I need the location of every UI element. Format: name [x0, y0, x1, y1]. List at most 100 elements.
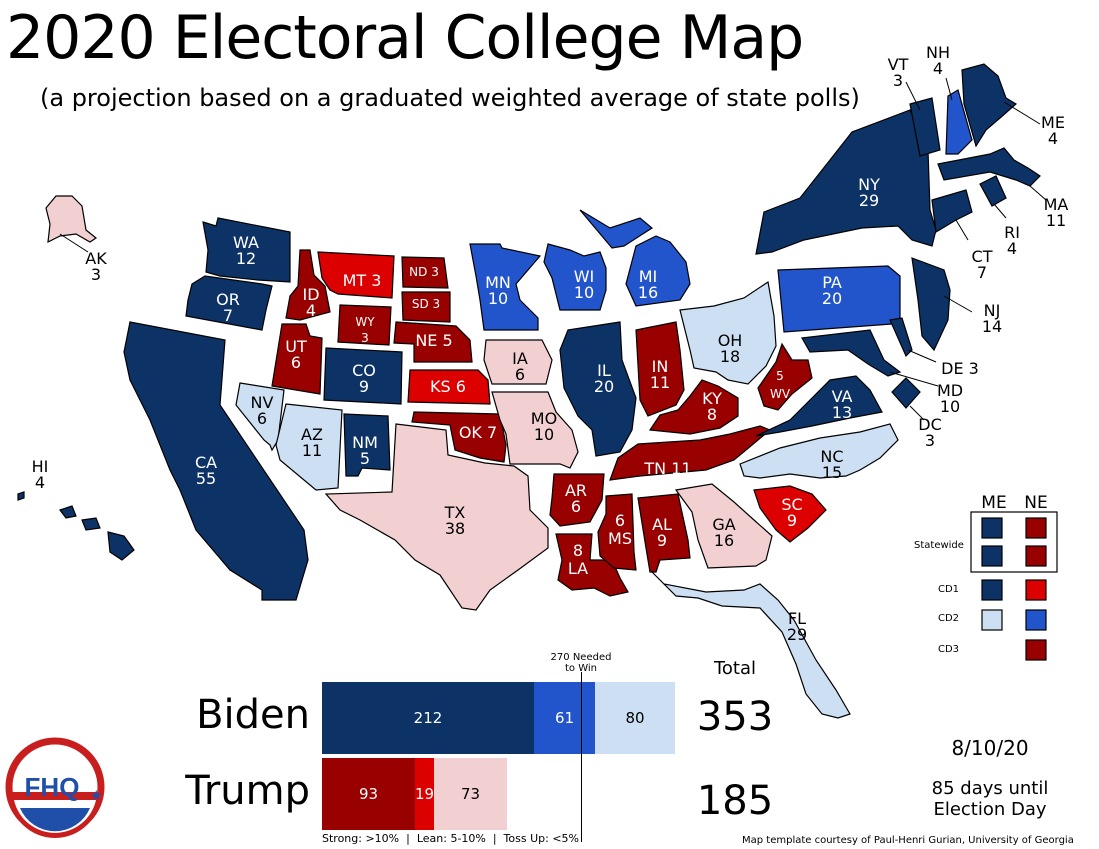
- label-or-abbr: OR: [216, 290, 240, 309]
- label-ga-ev: 16: [714, 531, 734, 550]
- state-nj[interactable]: [911, 257, 951, 352]
- state-al[interactable]: [637, 493, 691, 573]
- label-ar-abbr: AR: [565, 481, 587, 500]
- state-dc[interactable]: [891, 377, 921, 409]
- label-nd: ND 3: [409, 265, 439, 279]
- trump-name: Trump: [185, 768, 310, 814]
- state-ut[interactable]: [271, 323, 323, 395]
- state-vt[interactable]: [909, 97, 941, 157]
- state-ky[interactable]: [648, 379, 739, 435]
- label-mo-abbr: MO: [531, 409, 557, 428]
- state-sc[interactable]: [753, 485, 827, 543]
- state-ne[interactable]: [393, 321, 473, 363]
- needed-line: [580, 672, 582, 842]
- state-ma[interactable]: [937, 147, 1041, 187]
- state-ia[interactable]: [483, 339, 553, 385]
- state-mt[interactable]: [317, 251, 395, 299]
- label-nh-ev: 4: [933, 59, 943, 78]
- state-tx[interactable]: [324, 423, 549, 611]
- label-tn: TN 11: [643, 459, 691, 478]
- state-ar[interactable]: [549, 473, 605, 527]
- state-ks[interactable]: [407, 369, 491, 405]
- credit: Map template courtesy of Paul-Henri Guri…: [742, 835, 1074, 846]
- state-de[interactable]: [889, 317, 913, 358]
- label-ca-ev: 55: [196, 469, 216, 488]
- biden-strong-segment: 212: [322, 682, 534, 754]
- svg-text:ME: ME: [981, 493, 1006, 513]
- state-nh[interactable]: [945, 89, 973, 155]
- strength-key: Strong: >10% | Lean: 5-10% | Toss Up: <5…: [322, 832, 579, 845]
- label-al-ev: 9: [657, 531, 667, 550]
- state-wv[interactable]: [757, 342, 813, 411]
- label-pa-abbr: PA: [822, 273, 842, 292]
- label-ma-ev: 11: [1046, 211, 1066, 230]
- label-sd: SD 3: [412, 297, 440, 311]
- state-il[interactable]: [559, 321, 637, 457]
- label-ca-abbr: CA: [195, 453, 217, 472]
- state-ny[interactable]: [755, 109, 937, 255]
- state-ri[interactable]: [979, 175, 1007, 207]
- state-or[interactable]: [185, 275, 273, 331]
- label-fl-ev: 29: [787, 625, 807, 644]
- biden-tossup-segment: 80: [595, 682, 675, 754]
- state-oh[interactable]: [679, 280, 777, 385]
- state-id[interactable]: [285, 249, 331, 321]
- state-tn[interactable]: [609, 425, 772, 481]
- label-ok: OK 7: [459, 423, 497, 442]
- label-wa-ev: 12: [236, 249, 256, 268]
- state-wa[interactable]: [202, 217, 291, 283]
- state-me[interactable]: [961, 63, 1018, 148]
- state-ga[interactable]: [674, 483, 773, 569]
- state-nm[interactable]: [343, 413, 391, 477]
- label-va-ev: 13: [832, 403, 852, 422]
- label-ak-ev: 3: [91, 265, 101, 284]
- biden-total: 353: [696, 694, 774, 740]
- label-ri-abbr: RI: [1004, 223, 1020, 242]
- label-ky-abbr: KY: [702, 389, 722, 408]
- trump-tossup-segment: 73: [434, 758, 507, 830]
- label-ak-abbr: AK: [85, 249, 107, 268]
- label-tx-abbr: TX: [444, 503, 466, 522]
- state-in[interactable]: [635, 321, 685, 417]
- state-fl[interactable]: [651, 571, 851, 719]
- state-nv[interactable]: [235, 382, 285, 452]
- state-ca[interactable]: [123, 321, 309, 601]
- district-legend: ME NE Statewide CD1 CD2 CD3: [914, 493, 1058, 661]
- state-ms[interactable]: [597, 493, 637, 571]
- biden-lean-segment: 61: [534, 682, 595, 754]
- label-mi-abbr: MI: [639, 267, 658, 286]
- label-oh-abbr: OH: [718, 331, 743, 350]
- state-la[interactable]: [555, 533, 629, 597]
- label-mn-abbr: MN: [485, 273, 511, 292]
- page-subtitle: (a projection based on a graduated weigh…: [40, 84, 860, 112]
- state-nd[interactable]: [401, 256, 449, 289]
- biden-name: Biden: [196, 692, 310, 738]
- state-sd[interactable]: [401, 291, 451, 323]
- date: 8/10/20: [951, 736, 1029, 760]
- state-wy[interactable]: [337, 304, 392, 346]
- state-md[interactable]: [801, 329, 902, 377]
- state-ct[interactable]: [931, 189, 973, 233]
- label-pa-ev: 20: [822, 289, 842, 308]
- label-ct-ev: 7: [977, 263, 987, 282]
- state-co[interactable]: [323, 347, 403, 405]
- state-mi[interactable]: [579, 209, 691, 307]
- label-or-ev: 7: [223, 306, 233, 325]
- state-mo[interactable]: [491, 391, 579, 469]
- label-me-abbr: ME: [1041, 113, 1065, 132]
- svg-text:CD1: CD1: [938, 584, 959, 595]
- label-wv-ev: 5: [776, 369, 784, 383]
- label-nm-abbr: NM: [352, 433, 378, 452]
- state-va[interactable]: [755, 375, 883, 437]
- total-header: Total: [713, 658, 757, 679]
- state-hi[interactable]: [17, 491, 135, 561]
- state-wi[interactable]: [543, 243, 607, 311]
- state-ak[interactable]: [45, 195, 98, 244]
- state-nc[interactable]: [739, 423, 899, 479]
- label-mo-ev: 10: [534, 425, 554, 444]
- state-mn[interactable]: [469, 243, 542, 331]
- label-ky-ev: 8: [707, 405, 717, 424]
- label-wy-ev: 3: [361, 331, 369, 345]
- state-az[interactable]: [275, 403, 343, 491]
